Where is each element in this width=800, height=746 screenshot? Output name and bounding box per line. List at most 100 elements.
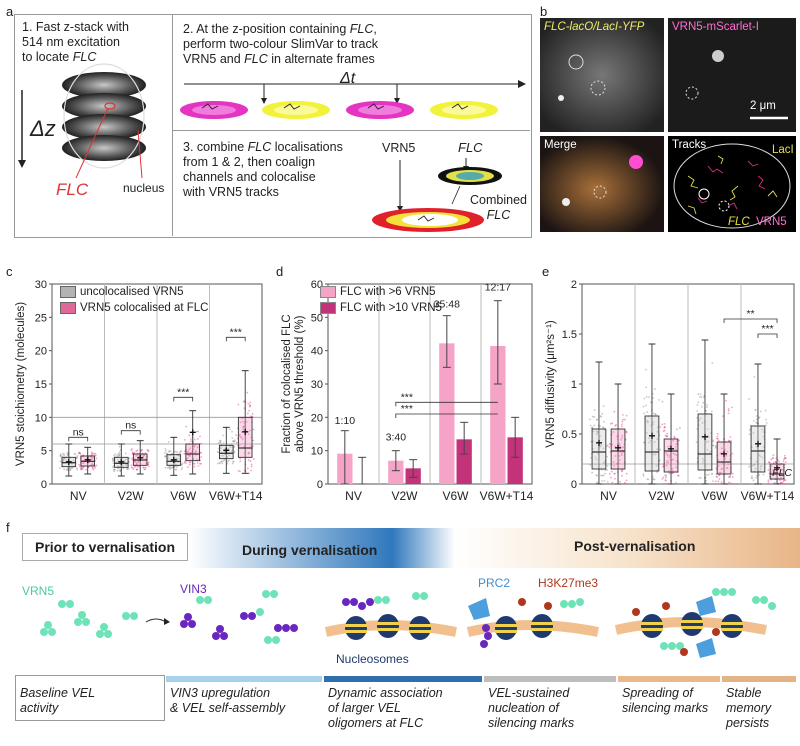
data-point <box>142 454 145 457</box>
merge-title: Merge <box>544 139 577 151</box>
data-point <box>718 471 721 474</box>
significance-label: *** <box>230 326 242 338</box>
step3-text: 3. combine FLC localisations from 1 & 2,… <box>183 140 343 199</box>
data-point <box>113 468 116 471</box>
data-point <box>188 463 191 466</box>
data-point <box>663 482 666 485</box>
data-point <box>136 449 139 452</box>
data-point <box>706 434 709 437</box>
h3k27me3-marks <box>518 598 720 656</box>
data-point <box>608 472 611 475</box>
data-point <box>167 441 170 443</box>
data-point <box>696 409 699 412</box>
data-point <box>187 466 189 469</box>
data-point <box>175 468 177 471</box>
data-point <box>643 397 646 400</box>
data-point <box>675 466 677 469</box>
data-point <box>663 427 666 429</box>
data-point <box>227 448 229 450</box>
data-point <box>653 441 656 443</box>
data-point <box>128 457 131 460</box>
data-point <box>715 437 718 440</box>
data-point <box>63 452 65 455</box>
data-point <box>247 433 250 436</box>
data-point <box>189 447 192 449</box>
data-point <box>729 474 732 477</box>
data-point <box>664 479 667 482</box>
data-point <box>731 406 733 409</box>
data-point <box>658 399 660 401</box>
data-point <box>247 459 250 462</box>
data-point <box>224 448 227 450</box>
data-point <box>625 472 628 475</box>
legend-d: FLC with >6 VRN5 FLC with >10 VRN5 <box>320 284 442 316</box>
data-point <box>73 452 76 455</box>
data-point <box>614 455 617 457</box>
data-point <box>765 424 767 427</box>
data-point <box>773 471 775 474</box>
data-point <box>193 445 196 448</box>
data-point <box>750 475 753 478</box>
data-point <box>674 448 677 451</box>
data-point <box>782 480 785 482</box>
data-point <box>111 460 114 462</box>
data-point <box>180 468 183 471</box>
data-point <box>784 479 787 482</box>
data-point <box>193 465 196 468</box>
data-point <box>764 483 767 485</box>
data-point <box>169 450 172 453</box>
legend-swatch <box>60 285 76 298</box>
data-point <box>62 458 65 460</box>
data-point <box>592 430 595 433</box>
data-point <box>90 454 93 456</box>
mean-marker: + <box>65 455 72 469</box>
nucleosomes-group <box>345 612 743 640</box>
data-point <box>731 476 734 479</box>
data-point <box>91 462 93 465</box>
y-tick-label: 30 <box>311 379 323 391</box>
data-point <box>65 469 68 471</box>
data-point <box>147 461 150 464</box>
x-tick-label: V6W <box>442 489 469 503</box>
box <box>166 454 182 466</box>
data-point <box>765 422 768 424</box>
data-point <box>81 462 83 464</box>
data-point <box>113 454 115 457</box>
data-point <box>656 426 659 429</box>
data-point <box>135 462 138 465</box>
data-point <box>250 465 253 468</box>
data-point <box>252 439 254 442</box>
data-point <box>242 426 245 429</box>
data-point <box>674 445 677 448</box>
y-tick-label: 1.5 <box>562 329 577 341</box>
data-point <box>754 408 757 411</box>
data-point <box>762 473 765 476</box>
data-point <box>675 454 678 456</box>
data-point <box>252 445 254 448</box>
x-tick-label: NV <box>70 489 87 503</box>
data-point <box>765 418 767 421</box>
data-point <box>719 471 722 474</box>
data-point <box>615 463 618 465</box>
data-point <box>237 470 240 472</box>
data-point <box>85 458 88 460</box>
data-point <box>755 476 757 479</box>
data-point <box>675 482 677 484</box>
box <box>114 456 129 468</box>
data-point <box>135 461 137 464</box>
flc-tracks-label: FLC <box>728 216 750 228</box>
data-point <box>601 412 604 415</box>
data-point <box>621 423 623 426</box>
data-point <box>76 456 79 458</box>
data-point <box>621 437 623 439</box>
box <box>750 425 766 473</box>
data-point <box>195 458 198 461</box>
data-point <box>117 453 120 455</box>
data-point <box>772 462 775 464</box>
data-point <box>662 476 665 479</box>
data-point <box>772 454 775 456</box>
data-point <box>599 435 602 438</box>
data-point <box>649 401 652 404</box>
vrn5-label-f: VRN5 <box>22 584 55 598</box>
data-point <box>218 462 221 465</box>
